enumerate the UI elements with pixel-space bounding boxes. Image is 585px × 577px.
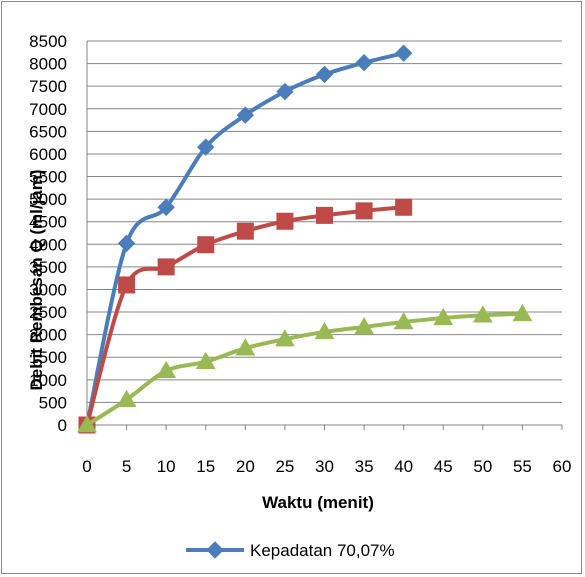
x-tick-label: 0 [82, 457, 91, 476]
data-point [314, 321, 335, 340]
x-tick-label: 10 [157, 457, 176, 476]
data-point [157, 198, 175, 216]
y-tick-label: 7500 [29, 77, 67, 96]
y-tick-label: 6500 [29, 122, 67, 141]
data-point [316, 206, 333, 224]
data-point [276, 82, 294, 101]
data-point [236, 106, 255, 124]
data-point [393, 311, 414, 330]
data-point [276, 212, 294, 230]
y-tick-label: 5500 [29, 168, 67, 187]
data-point [354, 316, 374, 335]
x-tick-label: 30 [315, 457, 334, 476]
y-tick-label: 6000 [29, 145, 67, 164]
y-tick-label: 8000 [29, 55, 67, 74]
data-point [472, 305, 493, 323]
axes [86, 41, 563, 430]
data-point [235, 338, 256, 356]
data-point [116, 389, 137, 407]
x-axis-title: Waktu (menit) [262, 493, 374, 512]
data-point [156, 360, 177, 379]
data-point [195, 351, 216, 370]
y-tick-label: 1000 [29, 371, 67, 390]
y-tick-label: 8500 [29, 32, 67, 51]
gridlines [87, 40, 562, 426]
legend-marker [206, 541, 224, 559]
series-3 [77, 303, 533, 433]
data-point [197, 138, 215, 156]
y-tick-label: 3500 [29, 258, 67, 277]
legend-label: Kepadatan 70,07% [250, 541, 395, 560]
data-point [275, 329, 295, 347]
data-point [355, 202, 373, 220]
y-tick-label: 2500 [29, 303, 67, 322]
y-tick-label: 5000 [29, 190, 67, 209]
data-point [77, 414, 97, 433]
series-2 [78, 198, 413, 434]
legend: Kepadatan 70,07% [186, 541, 395, 560]
x-tick-label: 20 [236, 457, 255, 476]
data-point [394, 44, 413, 62]
series-line [85, 311, 523, 427]
y-tick-label: 7000 [29, 100, 67, 119]
data-point [117, 234, 136, 253]
data-point [236, 222, 254, 240]
y-tick-label: 4000 [29, 235, 67, 254]
data-point [395, 198, 413, 216]
y-tick-label: 500 [39, 393, 67, 412]
x-tick-label: 5 [122, 457, 131, 476]
data-point [433, 307, 454, 326]
y-tick-label: 0 [58, 416, 67, 435]
x-tick-label: 35 [355, 457, 374, 476]
y-axis-title: Debit Rembesan Q (ml/jam) [27, 169, 46, 390]
x-tick-label: 60 [553, 457, 572, 476]
data-point [315, 65, 334, 84]
x-tick-label: 50 [473, 457, 492, 476]
y-tick-label: 2000 [29, 326, 67, 345]
x-tick-label: 15 [196, 457, 215, 476]
x-tick-label: 25 [275, 457, 294, 476]
series-group [77, 44, 533, 434]
y-tick-label: 3000 [29, 280, 67, 299]
data-point [197, 236, 215, 254]
data-point [512, 303, 533, 322]
y-tick-label: 1500 [29, 348, 67, 367]
data-point [118, 276, 136, 294]
data-point [157, 258, 175, 276]
x-tick-label: 55 [513, 457, 532, 476]
tick-labels: 0500100015002000250030003500400045005000… [29, 32, 571, 476]
data-point [355, 53, 373, 72]
y-tick-label: 4500 [29, 213, 67, 232]
x-tick-label: 40 [394, 457, 413, 476]
x-tick-label: 45 [434, 457, 453, 476]
